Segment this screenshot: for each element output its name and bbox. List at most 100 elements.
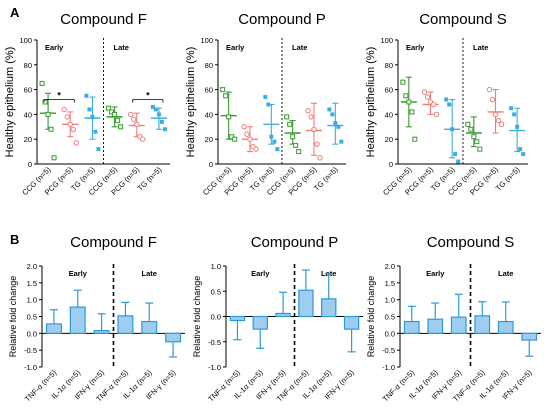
a-f-point-5-3 xyxy=(159,119,164,124)
b-s-y-tick-label-2: 0.0 xyxy=(385,329,395,338)
b-p-title: Compound P xyxy=(251,234,339,251)
b-s-title: Compound S xyxy=(427,234,515,251)
a-f-point-1-0 xyxy=(61,106,67,113)
b-f-y-tick-label-5: 1.5 xyxy=(27,279,37,288)
a-s-point-1-0 xyxy=(421,89,428,95)
b-f-bar-2 xyxy=(93,330,110,334)
b-s-y-tick-label-1: -0.5 xyxy=(382,346,395,355)
a-p-point-3-3 xyxy=(293,142,299,148)
a-p-y-tick-label-2: 40 xyxy=(205,110,213,119)
b-p-bar-0 xyxy=(229,315,246,322)
b-p-y-label: Relative fold change xyxy=(192,276,202,358)
b-s-section-late: Late xyxy=(498,269,513,278)
a-f-point-4-4 xyxy=(140,136,146,142)
a-p-y-tick-label-5: 100 xyxy=(200,36,213,45)
b-s-y-tick-label-5: 1.5 xyxy=(385,279,395,288)
panel-letter-b: B xyxy=(10,232,20,247)
a-p-y-tick-label-1: 20 xyxy=(205,135,213,144)
b-s-y-tick-label-4: 1.0 xyxy=(385,296,395,305)
a-s-point-3-1 xyxy=(468,126,474,132)
b-f-bar-5 xyxy=(165,332,182,343)
a-p-point-1-0 xyxy=(241,124,247,130)
a-f-point-1-4 xyxy=(73,140,79,146)
a-s-point-2-3 xyxy=(453,152,458,157)
a-p-section-late: Late xyxy=(292,43,307,52)
a-s-point-0-1 xyxy=(403,93,409,99)
a-p-section-early: Early xyxy=(226,43,245,52)
a-s-point-4-3 xyxy=(495,117,502,124)
a-f-point-0-1 xyxy=(42,99,48,105)
b-p-section-early: Early xyxy=(251,269,270,278)
b-f-bar-0 xyxy=(45,323,62,334)
a-f-point-3-4 xyxy=(118,124,124,130)
b-f-y-tick-label-6: 2.0 xyxy=(27,262,37,271)
a-f-title: Compound F xyxy=(60,11,147,28)
a-s-point-2-4 xyxy=(456,159,461,164)
a-p-point-2-2 xyxy=(269,134,274,139)
a-p-point-3-1 xyxy=(287,121,293,127)
a-f-x-tick-label-5: TG (n=5) xyxy=(136,165,164,193)
a-s-section-early: Early xyxy=(406,43,425,52)
b-s-y-tick-label-3: 0.5 xyxy=(385,313,395,322)
a-s-point-4-2 xyxy=(492,111,499,118)
a-f-point-0-4 xyxy=(51,155,57,161)
a-p-point-2-3 xyxy=(272,139,277,144)
a-f-sig-star-1: * xyxy=(146,91,150,101)
a-f-y-tick-label-1: 20 xyxy=(24,135,32,144)
a-f-point-0-3 xyxy=(48,126,54,132)
a-s-y-tick-label-5: 100 xyxy=(380,36,393,45)
b-f-y-tick-label-0: -1.0 xyxy=(24,363,37,372)
a-p-y-tick-label-3: 60 xyxy=(205,86,213,95)
b-f-y-tick-label-1: -0.5 xyxy=(24,346,37,355)
b-p-y-tick-label-4: 1.0 xyxy=(211,262,221,271)
a-p-point-3-0 xyxy=(284,114,290,120)
b-s-bar-5 xyxy=(521,332,538,341)
a-p-point-4-2 xyxy=(311,126,317,132)
b-f-y-tick-label-2: 0.0 xyxy=(27,329,37,338)
a-s-section-late: Late xyxy=(473,43,488,52)
a-p-point-5-0 xyxy=(327,107,332,112)
a-p-point-5-3 xyxy=(336,124,341,129)
b-p-bar-4 xyxy=(321,298,337,318)
a-s-point-0-2 xyxy=(406,99,412,105)
a-s-point-5-1 xyxy=(512,112,517,117)
b-s-bar-2 xyxy=(450,316,467,334)
a-f-section-early: Early xyxy=(45,43,64,52)
a-p-point-3-2 xyxy=(290,134,296,140)
b-p-y-tick-label-3: 0.5 xyxy=(211,287,221,296)
a-p-y-tick-label-0: 0 xyxy=(209,160,213,169)
panel-letter-a: A xyxy=(10,5,20,20)
a-f-point-5-1 xyxy=(153,107,158,112)
a-f-point-5-0 xyxy=(150,104,155,109)
a-f-point-4-1 xyxy=(131,116,137,123)
b-f-bar-3 xyxy=(117,315,134,334)
a-p-point-0-4 xyxy=(232,136,238,142)
a-s-point-2-0 xyxy=(444,97,449,102)
a-p-y-tick-label-4: 80 xyxy=(205,61,213,70)
a-s-y-tick-label-0: 0 xyxy=(389,160,393,169)
a-p-point-2-1 xyxy=(266,102,271,107)
a-f-y-tick-label-3: 60 xyxy=(24,86,32,95)
b-p-y-tick-label-2: 0.0 xyxy=(211,313,221,322)
b-f-y-label: Relative fold change xyxy=(8,276,18,358)
a-s-point-0-0 xyxy=(400,79,406,85)
a-s-point-4-0 xyxy=(486,86,493,93)
a-p-point-0-0 xyxy=(220,87,226,93)
b-p-bar-1 xyxy=(252,315,268,330)
a-s-y-label: Healthy epithelium (%) xyxy=(365,47,377,158)
a-s-y-tick-label-1: 20 xyxy=(385,135,393,144)
a-s-point-3-2 xyxy=(471,134,477,140)
a-f-y-label: Healthy epithelium (%) xyxy=(4,47,16,158)
b-f-section-late: Late xyxy=(142,269,157,278)
a-s-point-2-1 xyxy=(447,102,452,107)
a-f-point-4-0 xyxy=(128,111,134,118)
a-s-x-tick-label-5: TG (n=5) xyxy=(494,165,522,193)
a-s-point-3-0 xyxy=(465,121,471,127)
a-p-point-4-4 xyxy=(317,155,323,161)
a-p-point-0-1 xyxy=(223,93,229,99)
a-p-point-0-2 xyxy=(226,114,232,120)
b-p-y-tick-label-0: -1.0 xyxy=(208,363,221,372)
a-p-x-tick-label-5: TG (n=5) xyxy=(312,165,340,193)
a-p-point-4-3 xyxy=(314,141,320,147)
